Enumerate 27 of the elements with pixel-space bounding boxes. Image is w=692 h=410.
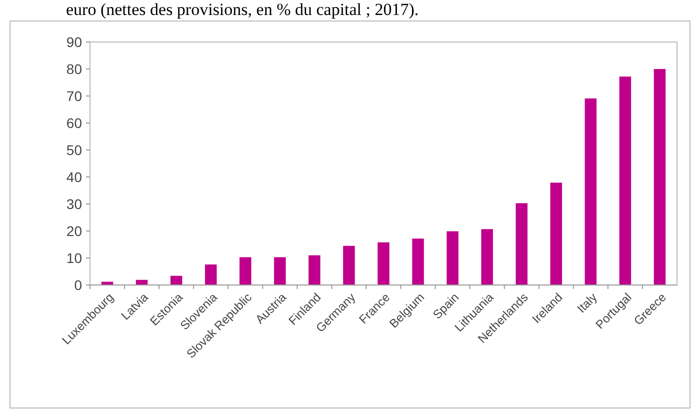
bar xyxy=(204,264,217,285)
bar xyxy=(654,69,666,285)
bar xyxy=(481,229,493,285)
bar xyxy=(378,242,390,285)
bar xyxy=(308,255,320,285)
y-tick-label: 60 xyxy=(66,114,82,131)
y-tick-label: 30 xyxy=(66,196,82,212)
bar xyxy=(550,182,562,285)
bar xyxy=(619,76,632,285)
y-tick-label: 0 xyxy=(74,276,82,293)
bar xyxy=(343,246,355,285)
y-tick-label: 50 xyxy=(66,142,82,158)
bar xyxy=(446,231,458,285)
y-tick-label: 10 xyxy=(66,250,82,266)
y-tick-label: 40 xyxy=(66,168,82,185)
chart-title: euro (nettes des provisions, en % du capital ; 2017). xyxy=(66,0,419,19)
bar xyxy=(412,238,424,285)
x-tick-label: Italy xyxy=(574,290,600,316)
y-tick-label: 70 xyxy=(66,88,82,104)
bar xyxy=(584,98,597,285)
y-tick-label: 80 xyxy=(66,60,82,77)
bar xyxy=(240,257,252,285)
bar xyxy=(170,276,182,285)
bar xyxy=(274,257,286,285)
y-tick-label: 20 xyxy=(66,222,82,239)
y-tick-label: 90 xyxy=(66,34,82,50)
bar xyxy=(516,203,528,285)
